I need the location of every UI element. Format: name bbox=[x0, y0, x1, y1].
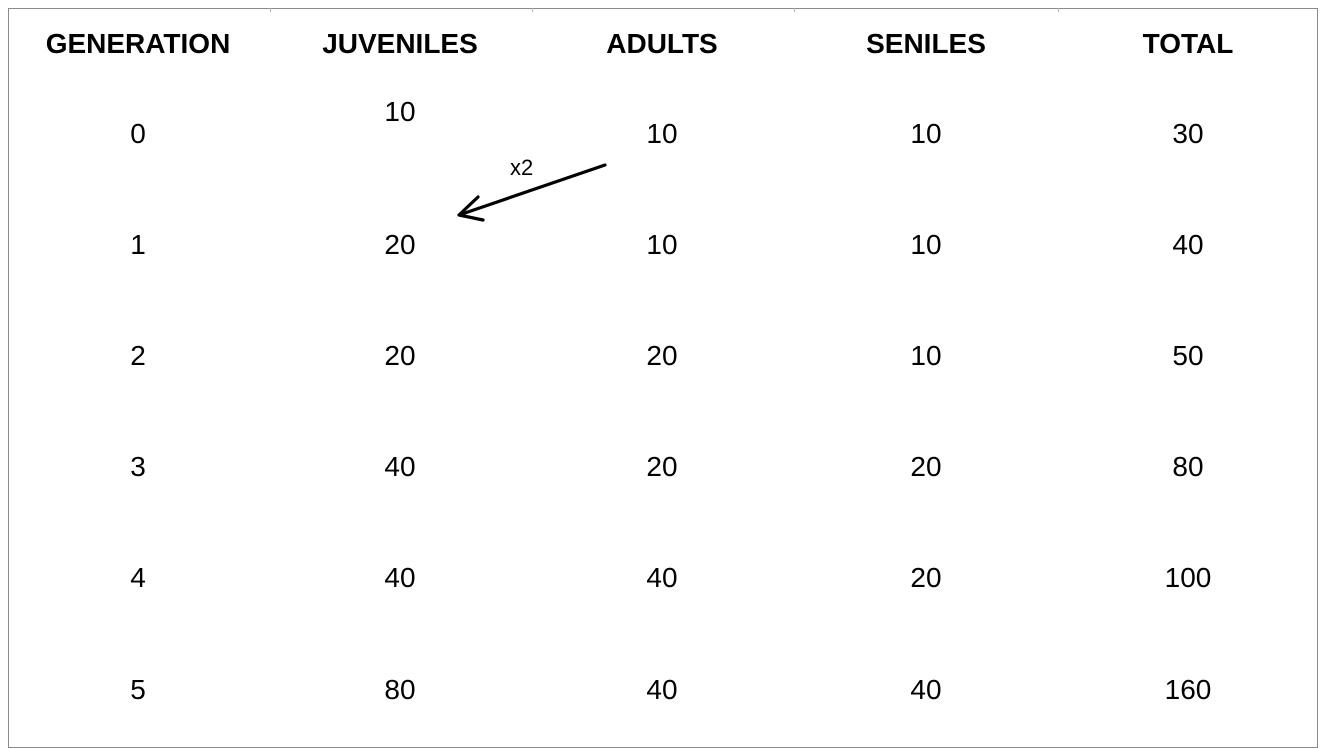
cell-total: 160 bbox=[1164, 674, 1212, 705]
cell-total: 100 bbox=[1164, 562, 1212, 593]
cell-total: 80 bbox=[1172, 451, 1204, 482]
cell-adults: 10 bbox=[646, 118, 678, 149]
arrow-head bbox=[457, 195, 485, 222]
cell-adults: 20 bbox=[646, 340, 678, 371]
cell-seniles: 10 bbox=[910, 229, 942, 260]
arrow-shaft bbox=[460, 163, 607, 216]
cell-total: 30 bbox=[1172, 118, 1204, 149]
cell-generation: 3 bbox=[130, 451, 146, 482]
multiplier-label: x2 bbox=[510, 155, 534, 180]
cell-generation: 5 bbox=[130, 674, 146, 705]
cell-generation: 0 bbox=[130, 118, 146, 149]
cell-adults: 10 bbox=[646, 229, 678, 260]
header-adults: ADULTS bbox=[606, 28, 718, 59]
cell-total: 40 bbox=[1172, 229, 1204, 260]
cell-juveniles: 10 bbox=[384, 96, 416, 127]
cell-adults: 40 bbox=[646, 562, 678, 593]
cell-adults: 40 bbox=[646, 674, 678, 705]
cell-seniles: 20 bbox=[910, 562, 942, 593]
cell-seniles: 10 bbox=[910, 340, 942, 371]
cell-total: 50 bbox=[1172, 340, 1204, 371]
cell-generation: 2 bbox=[130, 340, 146, 371]
cell-seniles: 20 bbox=[910, 451, 942, 482]
header-seniles: SENILES bbox=[866, 28, 986, 59]
cell-adults: 20 bbox=[646, 451, 678, 482]
cell-juveniles: 40 bbox=[384, 451, 416, 482]
cell-generation: 1 bbox=[130, 229, 146, 260]
table-frame bbox=[8, 8, 1318, 748]
header-generation: GENERATION bbox=[45, 28, 231, 59]
header-juveniles: JUVENILES bbox=[322, 28, 478, 59]
cell-seniles: 40 bbox=[910, 674, 942, 705]
cell-generation: 4 bbox=[130, 562, 146, 593]
cell-seniles: 10 bbox=[910, 118, 942, 149]
cell-juveniles: 80 bbox=[384, 674, 416, 705]
cell-juveniles: 20 bbox=[384, 340, 416, 371]
cell-juveniles: 40 bbox=[384, 562, 416, 593]
cell-juveniles: 20 bbox=[384, 229, 416, 260]
header-total: TOTAL bbox=[1142, 28, 1234, 59]
